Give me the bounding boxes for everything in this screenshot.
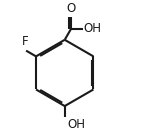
Text: OH: OH [67,118,85,131]
Text: F: F [22,35,29,48]
Text: OH: OH [84,22,102,35]
Text: O: O [66,2,76,15]
